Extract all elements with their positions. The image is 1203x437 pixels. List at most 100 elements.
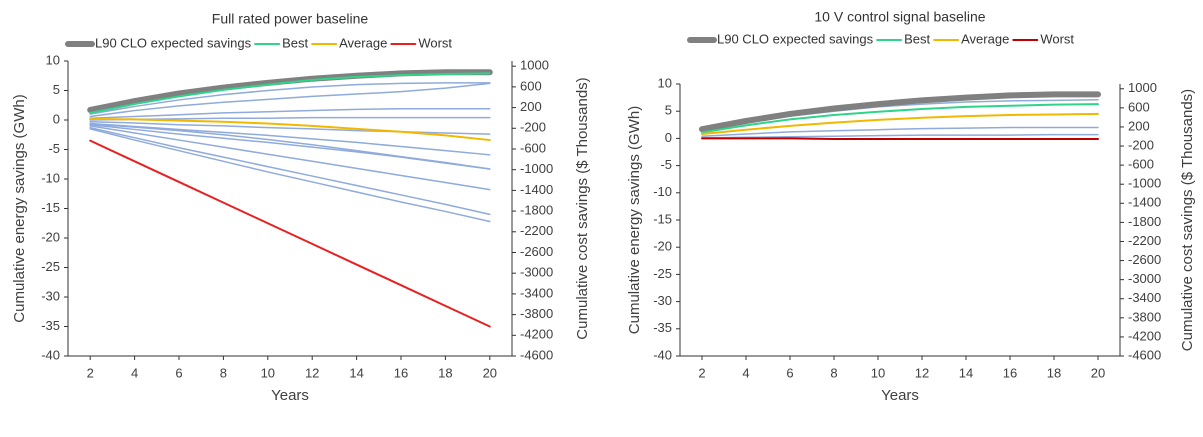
y2-axis-label: Cumulative cost savings ($ Thousands) xyxy=(574,77,591,339)
x-axis-label: Years xyxy=(881,387,919,404)
y-tick-label: -40 xyxy=(41,347,60,362)
chart: Full rated power baseline Years Cumulative… xyxy=(11,11,591,404)
series-line xyxy=(701,103,1099,134)
series-line xyxy=(89,128,491,223)
y-tick-label: 0 xyxy=(665,130,672,145)
series-line xyxy=(89,123,491,170)
series-line xyxy=(89,125,491,191)
x-tick-label: 20 xyxy=(483,365,497,380)
legend-label: Worst xyxy=(1040,31,1074,46)
y2-tick-label: -200 xyxy=(1128,137,1154,152)
y2-tick-label: -3800 xyxy=(520,306,553,321)
y-tick-label: 5 xyxy=(665,103,672,118)
series-line xyxy=(701,133,1099,139)
x-axis-label: Years xyxy=(271,387,309,404)
y2-tick-label: -2200 xyxy=(1128,233,1161,248)
series-line xyxy=(87,69,493,113)
y-tick-label: -40 xyxy=(653,347,672,362)
series-line xyxy=(89,117,491,142)
y2-tick-label: -1800 xyxy=(520,203,553,218)
y2-tick-label: -600 xyxy=(520,140,546,155)
x-tick-label: 4 xyxy=(742,365,749,380)
y2-tick-label: -3000 xyxy=(1128,271,1161,286)
y-tick-label: -10 xyxy=(41,170,60,185)
y2-tick-label: 200 xyxy=(1128,118,1150,133)
y2-tick-label: -200 xyxy=(520,120,546,135)
y2-tick-label: -4600 xyxy=(1128,347,1161,362)
chart-title: Full rated power baseline xyxy=(212,11,369,27)
y2-tick-label: 600 xyxy=(1128,99,1150,114)
y2-tick-label: -2200 xyxy=(520,223,553,238)
x-tick-label: 16 xyxy=(394,365,408,380)
series-line xyxy=(699,91,1101,133)
y2-tick-label: -2600 xyxy=(1128,252,1161,267)
series-line xyxy=(701,137,1099,140)
y2-tick-label: 1000 xyxy=(1128,80,1157,95)
series-line xyxy=(701,112,1099,136)
legend-label: Average xyxy=(339,35,387,50)
series-line xyxy=(89,122,491,156)
y2-tick-label: -1000 xyxy=(520,161,553,176)
y2-tick-label: -3800 xyxy=(1128,309,1161,324)
y2-tick-label: 200 xyxy=(520,99,542,114)
legend-label: Best xyxy=(282,35,308,50)
y2-tick-label: -3000 xyxy=(520,265,553,280)
y2-tick-label: -2600 xyxy=(520,244,553,259)
y2-tick-label: -4200 xyxy=(520,327,553,342)
x-tick-label: 6 xyxy=(175,365,182,380)
y2-tick-label: -1000 xyxy=(1128,176,1161,191)
x-tick-label: 6 xyxy=(786,365,793,380)
y-tick-label: 0 xyxy=(53,111,60,126)
x-tick-label: 18 xyxy=(1047,365,1061,380)
y-tick-label: -20 xyxy=(653,239,672,254)
x-tick-label: 10 xyxy=(871,365,885,380)
y2-tick-label: 600 xyxy=(520,78,542,93)
y2-tick-label: -1800 xyxy=(1128,214,1161,229)
y2-tick-label: -1400 xyxy=(520,182,553,197)
y2-tick-label: 1000 xyxy=(520,58,549,73)
y-tick-label: -25 xyxy=(41,259,60,274)
x-tick-label: 12 xyxy=(305,365,319,380)
legend-label: L90 CLO expected savings xyxy=(717,31,874,46)
x-tick-label: 20 xyxy=(1091,365,1105,380)
y2-tick-label: -3400 xyxy=(1128,290,1161,305)
x-tick-label: 16 xyxy=(1003,365,1017,380)
legend-label: L90 CLO expected savings xyxy=(95,35,252,50)
y-tick-label: -15 xyxy=(41,200,60,215)
legend-label: Worst xyxy=(418,35,452,50)
y2-tick-label: -4200 xyxy=(1128,328,1161,343)
x-tick-label: 8 xyxy=(220,365,227,380)
x-tick-label: 2 xyxy=(87,365,94,380)
legend-label: Average xyxy=(961,31,1009,46)
series-line xyxy=(89,82,491,118)
chart: 10 V control signal baseline Years Cumulat… xyxy=(626,9,1196,404)
y2-tick-label: -1400 xyxy=(1128,195,1161,210)
y-tick-label: -25 xyxy=(653,266,672,281)
y2-tick-label: -600 xyxy=(1128,157,1154,172)
series-line xyxy=(89,82,491,115)
series-line xyxy=(89,108,491,119)
legend-label: Best xyxy=(904,31,930,46)
series-line xyxy=(89,123,491,170)
y-tick-label: -5 xyxy=(48,141,60,156)
series-line xyxy=(89,139,491,328)
x-tick-label: 14 xyxy=(349,365,363,380)
y-tick-label: -30 xyxy=(41,288,60,303)
y-tick-label: -10 xyxy=(653,184,672,199)
series-line xyxy=(89,121,491,135)
chart-title: 10 V control signal baseline xyxy=(814,9,985,25)
y-tick-label: -30 xyxy=(653,293,672,308)
x-tick-label: 12 xyxy=(915,365,929,380)
y-tick-label: -35 xyxy=(653,320,672,335)
x-tick-label: 4 xyxy=(131,365,138,380)
x-tick-label: 14 xyxy=(959,365,973,380)
x-tick-label: 8 xyxy=(830,365,837,380)
y-tick-label: -35 xyxy=(41,318,60,333)
series-line xyxy=(701,126,1099,137)
y-tick-label: -20 xyxy=(41,229,60,244)
series-line xyxy=(89,72,491,114)
y-tick-label: -15 xyxy=(653,211,672,226)
series-line xyxy=(89,126,491,216)
x-tick-label: 18 xyxy=(438,365,452,380)
